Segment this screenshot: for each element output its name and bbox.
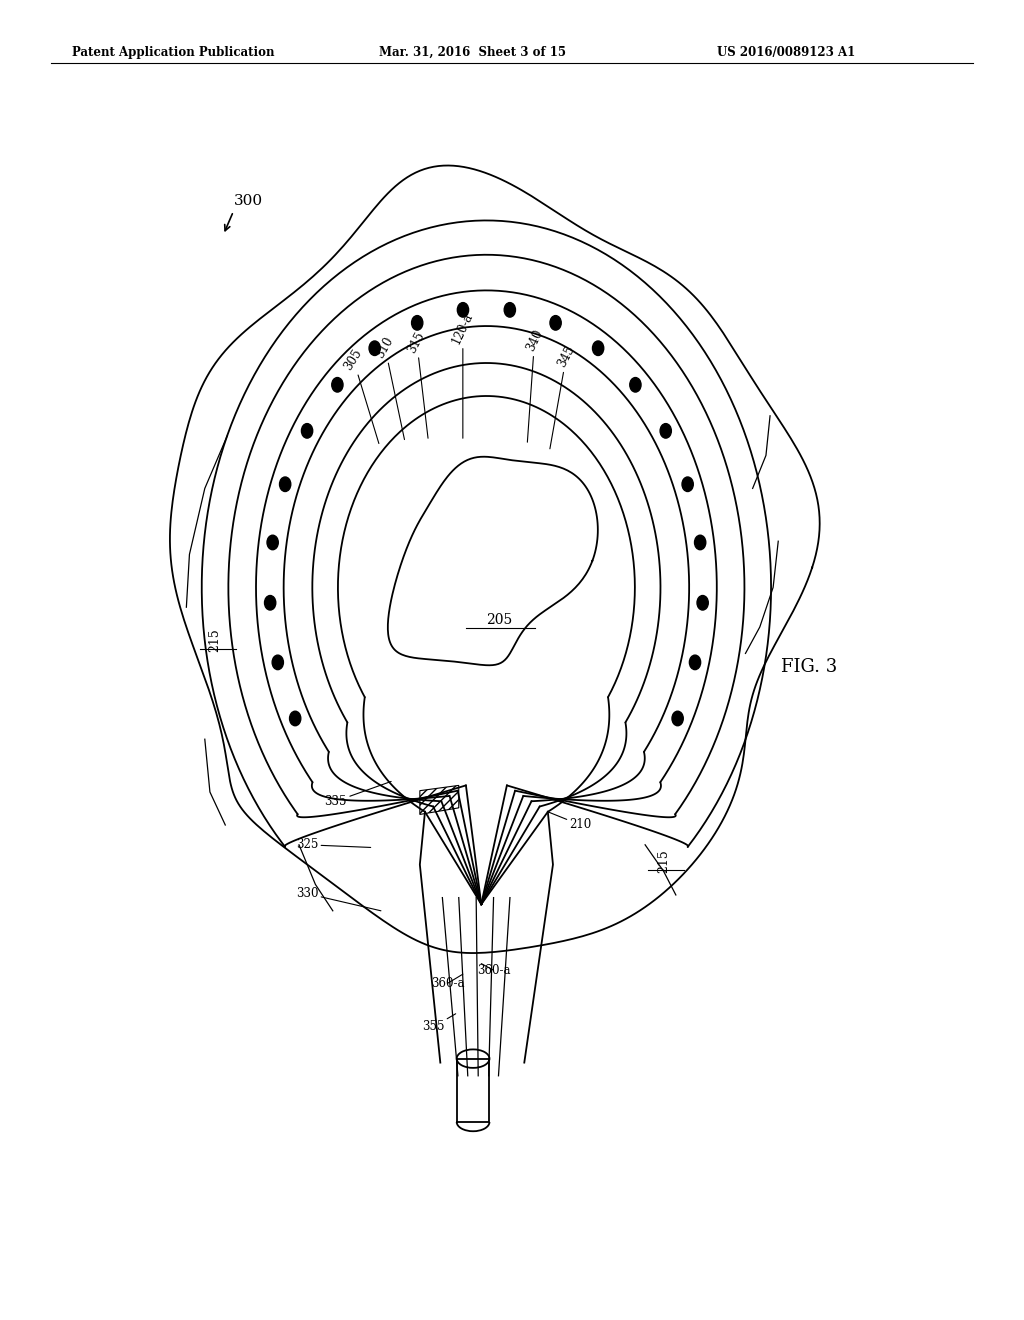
Text: 300: 300 (233, 194, 262, 207)
Text: 360-a: 360-a (477, 964, 510, 977)
Circle shape (301, 424, 312, 438)
Circle shape (290, 711, 301, 726)
Text: 305: 305 (342, 346, 379, 444)
Text: 340: 340 (524, 327, 545, 442)
Circle shape (694, 535, 706, 549)
Text: Mar. 31, 2016  Sheet 3 of 15: Mar. 31, 2016 Sheet 3 of 15 (379, 46, 566, 59)
Circle shape (689, 655, 700, 669)
Text: 345: 345 (550, 343, 578, 449)
Text: 360-a: 360-a (431, 974, 464, 990)
Circle shape (272, 655, 284, 669)
Text: 120-a: 120-a (450, 310, 476, 438)
Circle shape (672, 711, 683, 726)
Circle shape (504, 302, 515, 317)
Text: 310: 310 (374, 334, 404, 440)
Text: 325: 325 (296, 838, 371, 851)
Text: Patent Application Publication: Patent Application Publication (72, 46, 274, 59)
Circle shape (682, 477, 693, 491)
Text: 330: 330 (296, 887, 381, 911)
Text: 205: 205 (485, 614, 512, 627)
Text: 215: 215 (657, 849, 670, 873)
Text: 215: 215 (209, 628, 221, 652)
Circle shape (660, 424, 672, 438)
Text: 315: 315 (406, 329, 428, 438)
Circle shape (264, 595, 275, 610)
Circle shape (630, 378, 641, 392)
Text: 210: 210 (548, 812, 592, 832)
Circle shape (280, 477, 291, 491)
Text: FIG. 3: FIG. 3 (781, 657, 837, 676)
Circle shape (412, 315, 423, 330)
Text: 335: 335 (325, 781, 391, 808)
Circle shape (332, 378, 343, 392)
Circle shape (697, 595, 709, 610)
Text: 355: 355 (422, 1014, 456, 1034)
Text: US 2016/0089123 A1: US 2016/0089123 A1 (717, 46, 855, 59)
Circle shape (458, 302, 469, 317)
Circle shape (369, 341, 380, 355)
Circle shape (550, 315, 561, 330)
Circle shape (267, 535, 279, 549)
Circle shape (593, 341, 604, 355)
